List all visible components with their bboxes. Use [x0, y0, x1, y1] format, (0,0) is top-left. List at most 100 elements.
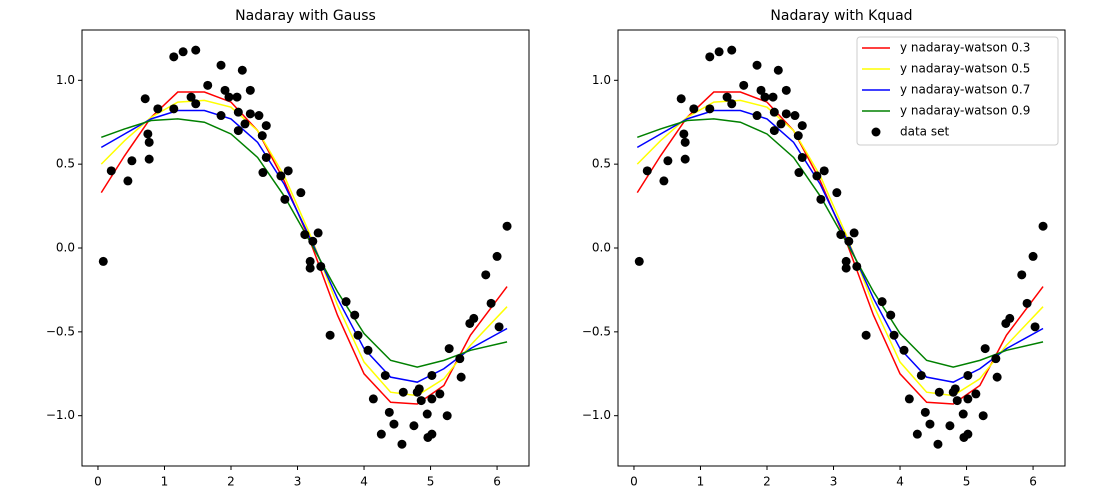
data-point: [739, 80, 749, 90]
data-point: [325, 330, 335, 340]
x-tick-label: 5: [427, 475, 435, 489]
legend-box: [856, 36, 1059, 146]
x-tick-label: 3: [830, 475, 838, 489]
line-series: [100, 91, 508, 405]
data-point: [308, 236, 318, 246]
data-point: [812, 171, 822, 181]
data-point: [769, 107, 779, 117]
data-point: [933, 439, 943, 449]
data-point: [144, 137, 154, 147]
data-point: [676, 94, 686, 104]
data-point: [123, 176, 133, 186]
legend-label: y nadaray-watson 0.9: [900, 104, 1030, 118]
data-point: [224, 92, 234, 102]
data-point: [794, 168, 804, 178]
line-series: [100, 99, 508, 397]
data-point: [752, 60, 762, 70]
data-point: [216, 60, 226, 70]
data-point: [143, 129, 153, 139]
chart-title: Nadaray with Kquad: [770, 8, 912, 24]
line-series: [637, 118, 1044, 368]
y-tick-label: 0.5: [56, 157, 75, 171]
data-point: [416, 396, 426, 406]
data-point: [427, 429, 437, 439]
data-point: [313, 228, 323, 238]
x-tick-label: 2: [763, 475, 771, 489]
data-point: [240, 119, 250, 129]
data-point: [456, 372, 466, 382]
x-tick-label: 1: [161, 475, 169, 489]
line-series: [636, 99, 1044, 397]
data-point: [904, 394, 914, 404]
data-point: [642, 166, 652, 176]
data-point: [305, 256, 315, 266]
data-point: [916, 370, 926, 380]
data-point: [127, 156, 137, 166]
legend-label: y nadaray-watson 0.7: [900, 83, 1030, 97]
data-point: [877, 297, 887, 307]
data-point: [384, 407, 394, 417]
data-point: [819, 166, 829, 176]
data-point: [237, 65, 247, 75]
x-tick-label: 4: [360, 475, 368, 489]
data-point: [978, 411, 988, 421]
data-point: [797, 152, 807, 162]
y-tick-label: −0.5: [582, 324, 611, 338]
data-point: [245, 109, 255, 119]
data-point: [727, 99, 737, 109]
data-point: [376, 429, 386, 439]
line-series: [100, 109, 508, 383]
x-tick-label: 6: [1029, 475, 1037, 489]
data-point: [232, 92, 242, 102]
y-tick-label: −0.5: [46, 324, 75, 338]
data-point: [793, 131, 803, 141]
data-point: [186, 92, 196, 102]
data-point: [258, 168, 268, 178]
data-point: [422, 409, 432, 419]
data-point: [844, 236, 854, 246]
data-point: [756, 85, 766, 95]
data-point: [722, 92, 732, 102]
data-point: [950, 384, 960, 394]
data-point: [659, 176, 669, 186]
plot-frame: [81, 29, 530, 467]
data-point: [397, 439, 407, 449]
x-tick-label: 0: [630, 475, 638, 489]
data-point: [991, 354, 1001, 364]
line-series: [101, 118, 508, 368]
data-point: [1017, 270, 1027, 280]
data-point: [1030, 322, 1040, 332]
data-point: [925, 419, 935, 429]
data-point: [769, 126, 779, 136]
legend-label: y nadaray-watson 0.5: [900, 62, 1030, 76]
data-point: [368, 394, 378, 404]
data-point: [1028, 251, 1038, 261]
data-point: [316, 261, 326, 271]
data-point: [300, 230, 310, 240]
y-tick-label: 0.0: [592, 241, 611, 255]
data-point: [816, 194, 826, 204]
data-point: [178, 47, 188, 57]
data-point: [963, 429, 973, 439]
data-point: [832, 188, 842, 198]
data-point: [760, 92, 770, 102]
data-point: [341, 297, 351, 307]
data-point: [790, 111, 800, 121]
data-point: [296, 188, 306, 198]
data-point: [153, 104, 163, 114]
data-point: [889, 330, 899, 340]
data-point: [144, 154, 154, 164]
y-tick-label: −1.0: [46, 408, 75, 422]
data-point: [444, 344, 454, 354]
data-point: [398, 387, 408, 397]
data-point: [727, 45, 737, 55]
data-point: [455, 354, 465, 364]
data-point: [305, 263, 315, 273]
data-point: [140, 94, 150, 104]
x-tick-label: 1: [697, 475, 705, 489]
data-point: [98, 256, 108, 266]
line-series: [636, 109, 1044, 383]
x-tick-label: 4: [896, 475, 904, 489]
data-point: [409, 421, 419, 431]
data-point: [836, 230, 846, 240]
